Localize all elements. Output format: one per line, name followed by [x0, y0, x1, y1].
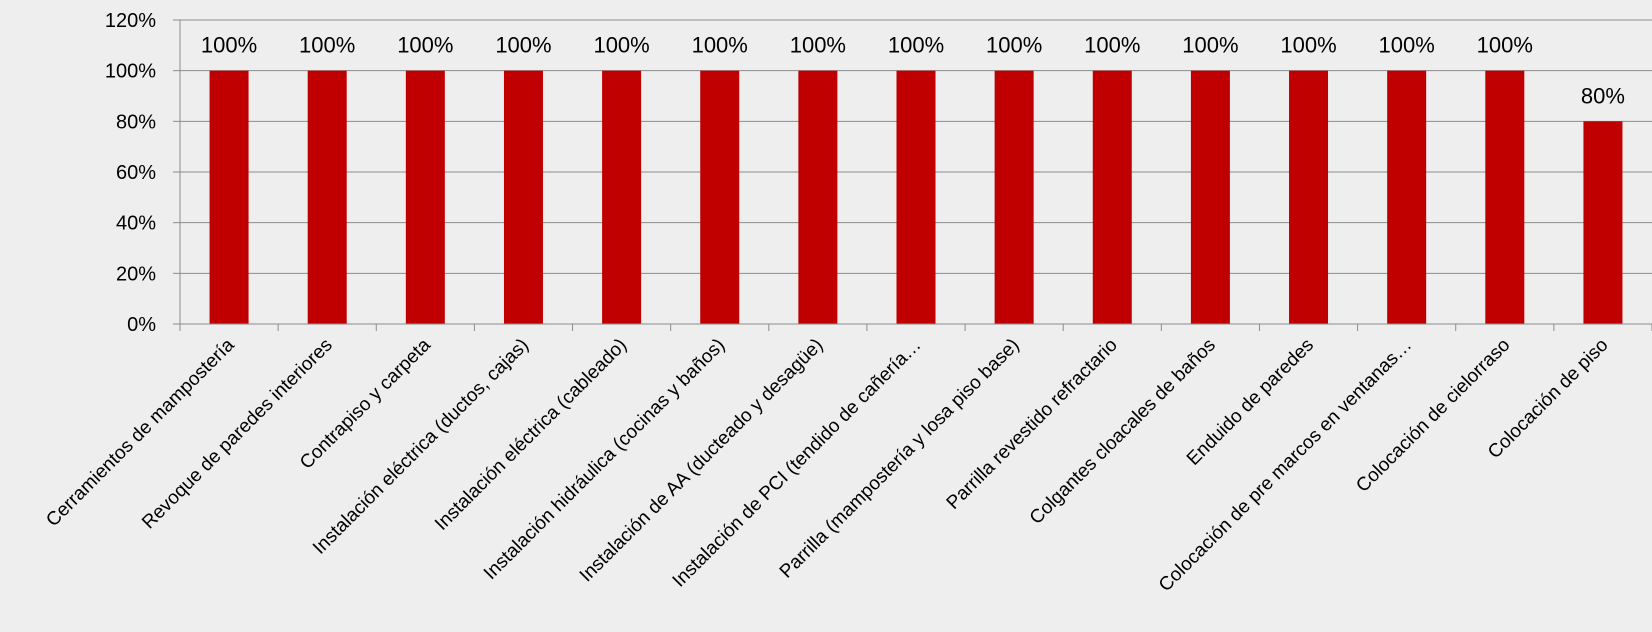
data-label: 100% — [593, 33, 649, 58]
data-label: 100% — [1379, 33, 1435, 58]
y-tick-label: 20% — [116, 263, 156, 285]
category-label: Revoque de paredes interiores — [138, 335, 337, 534]
bar — [700, 70, 740, 325]
bar — [1190, 70, 1230, 325]
category-label: Cerramientos de mampostería — [42, 334, 239, 531]
bar — [209, 70, 249, 325]
bars — [209, 70, 1623, 325]
bar — [1092, 70, 1132, 325]
bar — [994, 70, 1034, 325]
category-label: Instalación eléctrica (ductos, cajas) — [309, 335, 533, 559]
data-label: 80% — [1581, 83, 1625, 108]
category-label: Instalación eléctrica (cableado) — [431, 335, 631, 535]
data-label: 100% — [986, 33, 1042, 58]
y-tick-label: 60% — [116, 162, 156, 184]
bar — [602, 70, 642, 325]
bar — [307, 70, 347, 325]
data-label: 100% — [1477, 33, 1533, 58]
bar — [798, 70, 838, 325]
y-tick-label: 80% — [116, 111, 156, 133]
data-label: 100% — [495, 33, 551, 58]
data-label: 100% — [299, 33, 355, 58]
y-tick-label: 100% — [105, 61, 156, 83]
data-label: 100% — [397, 33, 453, 58]
data-label: 100% — [888, 33, 944, 58]
bar — [503, 70, 543, 325]
data-label: 100% — [692, 33, 748, 58]
y-tick-label: 40% — [116, 213, 156, 235]
data-label: 100% — [1182, 33, 1238, 58]
axes — [173, 19, 1652, 331]
bar — [1289, 70, 1329, 325]
y-tick-label: 0% — [127, 314, 156, 336]
data-label: 100% — [201, 33, 257, 58]
y-tick-label: 120% — [105, 10, 156, 32]
category-label: Colgantes cloacales de baños — [1026, 335, 1220, 529]
data-label: 100% — [1084, 33, 1140, 58]
bar — [896, 70, 936, 325]
bar — [1583, 121, 1623, 324]
data-label: 100% — [790, 33, 846, 58]
bar — [405, 70, 445, 325]
category-label: Parrilla revestido refractario — [943, 335, 1122, 514]
data-label: 100% — [1280, 33, 1336, 58]
bar — [1387, 70, 1427, 325]
bar — [1485, 70, 1525, 325]
